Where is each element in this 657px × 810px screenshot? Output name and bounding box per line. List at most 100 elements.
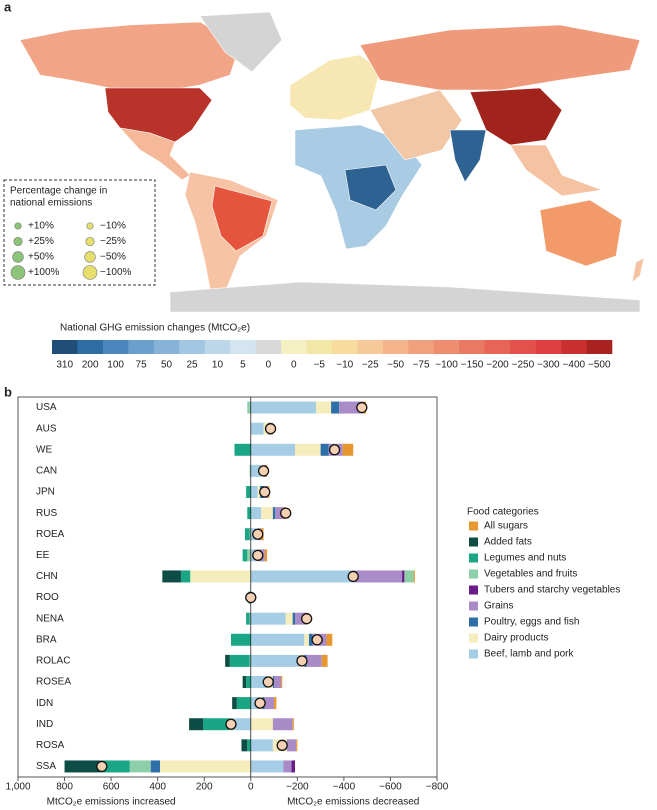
colorbar-swatch [179,340,206,354]
bar-segment [250,422,264,435]
bar-segment [264,549,268,562]
net-marker [259,486,271,498]
net-marker [328,444,341,456]
colorbar-swatch [204,340,231,354]
colorbar-label: −5 [314,360,326,371]
bar-segment [261,507,273,520]
bar-segment [250,443,296,456]
bar-segment [296,739,298,752]
x-tick-label: 0 [248,782,254,793]
bar-segment [190,570,251,583]
colorbar-label: 0 [266,360,272,371]
legend-label: Beef, lamb and pork [484,649,574,660]
net-marker [296,655,308,667]
net-marker [225,718,237,730]
legend-label: Vegetables and fruits [484,569,577,580]
net-marker [311,634,323,646]
net-marker [262,676,274,688]
net-marker [280,507,292,519]
colorbar-swatch [77,340,104,354]
legend-label: Poultry, eggs and fish [484,617,579,628]
bar-segment [233,718,251,731]
colorbar-swatch [459,340,486,354]
legend-label: Legumes and nuts [484,553,566,564]
legend-swatch [469,569,478,579]
bar-segment [250,633,305,646]
net-marker [252,528,264,540]
bar-segment [292,718,294,731]
bar-segment [250,676,268,688]
x-tick-label: 600 [103,782,120,793]
bar-segment [242,676,247,688]
bar-segment [250,486,258,498]
bar-segment [180,570,191,583]
size-legend-marker [13,236,23,247]
colorbar-title: National GHG emission changes (MtCO₂e) [60,323,250,334]
net-marker [300,613,313,625]
bar-segment [355,570,403,583]
net-marker [252,549,264,561]
bar-segment [250,612,286,625]
legend-swatch [469,521,478,531]
colorbar-label: 25 [186,360,198,371]
bar-segment [249,464,251,477]
legend-swatch [469,553,478,563]
net-marker [356,401,368,414]
colorbar-label: −200 [486,360,509,371]
colorbar-label: 50 [161,360,173,371]
y-tick-label: AUS [36,423,57,434]
x-tick-label: 1,000 [5,782,30,793]
bar-segment [257,486,261,498]
bar-segment [247,401,251,414]
x-tick-label: 200 [196,782,213,793]
bar-segment [64,760,100,773]
y-tick-label: IND [36,719,53,730]
colorbar-swatch [510,340,536,354]
size-legend-label: −25% [100,236,126,247]
bar-segment [292,612,296,625]
net-marker [347,570,359,583]
colorbar-label: 0 [291,360,297,371]
world-map [19,11,645,313]
legend-swatch [469,585,478,595]
legend-swatch [469,601,478,611]
bar-segment [250,760,284,773]
colorbar-swatch [281,340,307,354]
bar-segment [250,464,262,477]
colorbar-swatch [408,340,435,354]
bar-segment [99,760,130,773]
y-tick-label: WE [36,444,52,455]
legend-title: Food categories [467,507,539,518]
panel-label: a [4,0,12,14]
bar-segment [230,633,251,646]
bar-segment [249,654,251,667]
bar-segment [286,739,297,752]
legend-swatch [469,537,478,547]
bar-segment [241,739,248,752]
x-tick-label: 400 [149,782,166,793]
colorbar-swatch [255,340,282,354]
bar-segment [291,760,296,773]
colorbar-swatch [586,340,613,354]
colorbar-label: −50 [387,360,404,371]
colorbar-label: −400 [563,360,586,371]
bar-segment [249,528,251,541]
y-tick-label: RUS [36,508,57,519]
colorbar-label: −75 [413,360,430,371]
y-tick-label: ROSA [36,740,65,751]
bar-segment [272,507,276,520]
bar-segment [402,570,405,583]
y-tick-label: SSA [36,761,56,772]
colorbar-swatch [332,340,358,354]
bar-segment [275,507,284,520]
bar-segment [404,570,414,583]
y-tick-label: ROLAC [36,656,70,667]
size-legend-marker [82,265,98,280]
bar-segment [234,443,251,456]
y-tick-label: JPN [36,487,55,498]
bar-segment [321,654,328,667]
colorbar-swatch [561,340,587,354]
bar-segment [247,507,251,520]
x-axis-label: MtCO₂e emissions increased [47,797,176,808]
